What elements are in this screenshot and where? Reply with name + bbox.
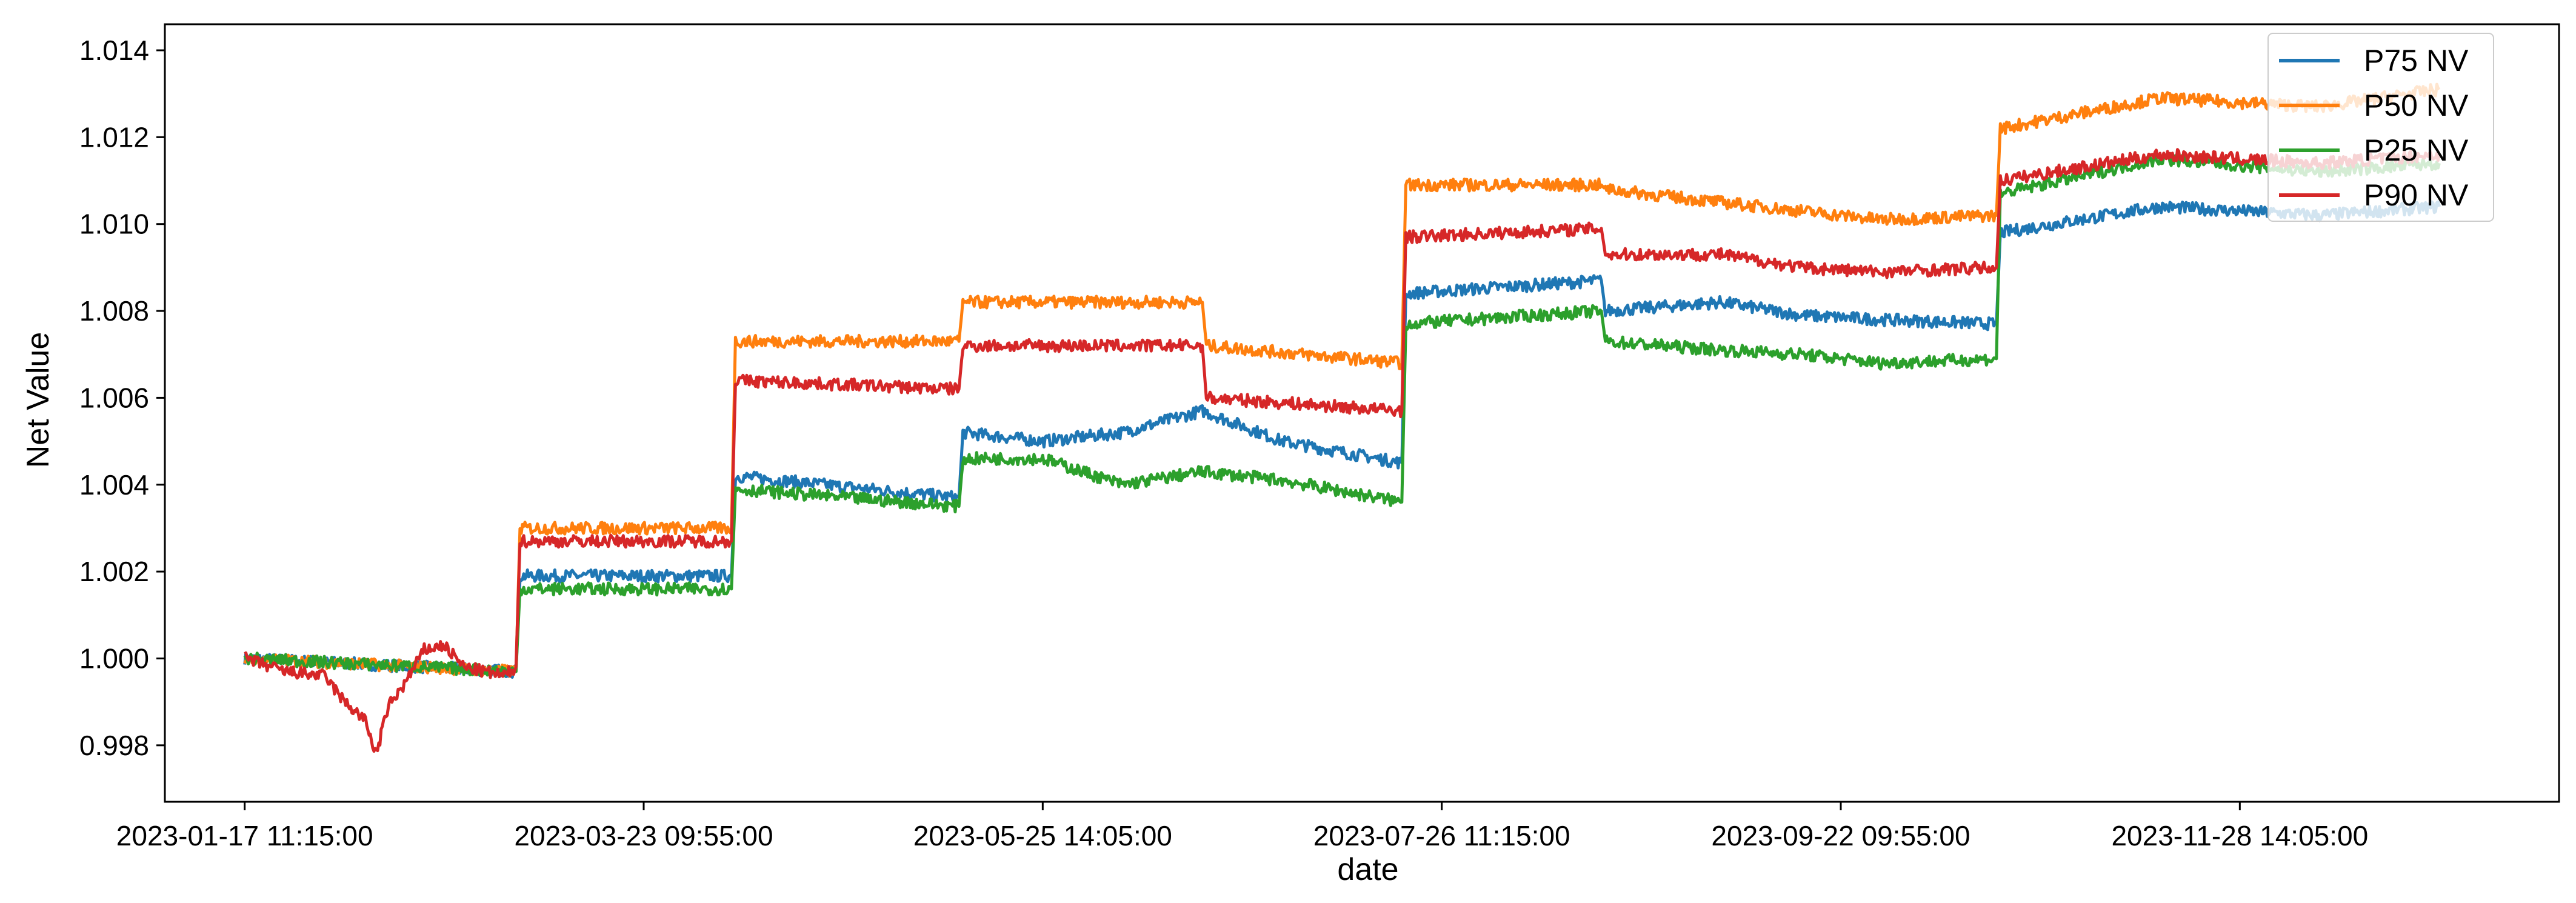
x-tick-label: 2023-07-26 11:15:00 bbox=[1313, 820, 1570, 851]
legend-label: P90 NV bbox=[2364, 178, 2469, 212]
legend-box bbox=[2267, 33, 2494, 222]
legend-label: P25 NV bbox=[2364, 133, 2469, 167]
y-axis-ticks: 0.998 1.000 1.002 1.004 1.006 1.008 1.010 1.012… bbox=[79, 35, 165, 761]
y-tick-label: 1.004 bbox=[79, 469, 149, 501]
x-axis-title: date bbox=[1337, 852, 1398, 887]
y-tick-label: 1.010 bbox=[79, 208, 149, 240]
x-tick-label: 2023-09-22 09:55:00 bbox=[1711, 820, 1970, 851]
x-tick-label: 2023-03-23 09:55:00 bbox=[514, 820, 773, 851]
x-tick-label: 2023-01-17 11:15:00 bbox=[116, 820, 373, 851]
legend-label: P50 NV bbox=[2364, 88, 2469, 122]
y-tick-label: 1.014 bbox=[79, 35, 149, 66]
y-tick-label: 1.008 bbox=[79, 295, 149, 327]
x-axis-ticks: 2023-01-17 11:15:00 2023-03-23 09:55:00 20… bbox=[116, 802, 2368, 851]
series-lines bbox=[243, 82, 2441, 753]
x-tick-label: 2023-11-28 14:05:00 bbox=[2111, 820, 2368, 851]
series-line-p90-nv bbox=[244, 148, 2441, 753]
y-axis-title: Net Value bbox=[21, 332, 56, 468]
y-tick-label: 1.006 bbox=[79, 382, 149, 413]
y-tick-label: 1.002 bbox=[79, 556, 149, 587]
legend-label: P75 NV bbox=[2364, 44, 2469, 78]
series-line-p75-nv bbox=[243, 200, 2441, 679]
y-tick-label: 1.000 bbox=[79, 642, 149, 674]
y-tick-label: 1.012 bbox=[79, 121, 149, 153]
y-tick-label: 0.998 bbox=[79, 730, 149, 761]
plot-area bbox=[164, 23, 2560, 803]
x-tick-label: 2023-05-25 14:05:00 bbox=[913, 820, 1172, 851]
series-line-p50-nv bbox=[243, 82, 2441, 678]
legend: P75 NV P50 NV P25 NV P90 NV bbox=[2267, 33, 2494, 222]
